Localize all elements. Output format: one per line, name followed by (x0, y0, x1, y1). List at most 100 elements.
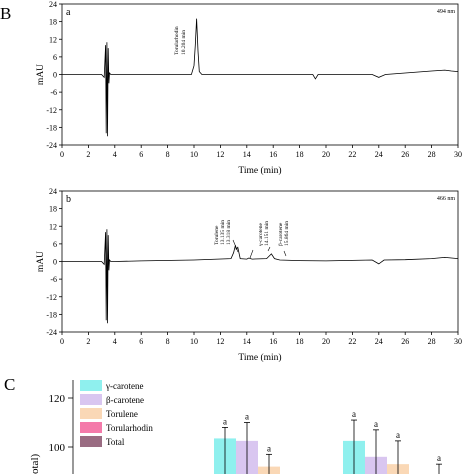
x-tick-label: 0 (60, 150, 64, 159)
annotation-b-gamma: γ-carotene (258, 223, 264, 247)
x-tick-label: 18 (296, 150, 304, 159)
x-ticks-a: 0 2 4 6 8 10 12 14 16 18 20 22 24 26 28 30 (60, 145, 462, 159)
y-tick-label: -6 (50, 88, 57, 97)
y-tick-label: 120 (49, 393, 66, 405)
x-tick-label: 14 (243, 337, 251, 346)
legend-swatch (80, 380, 102, 391)
y-tick-label: 24 (49, 187, 57, 196)
x-tick-label: 4 (113, 337, 117, 346)
x-tick-label: 12 (216, 150, 224, 159)
y-tick-label: 100 (49, 442, 66, 454)
y-tick-label: -12 (46, 293, 57, 302)
y-tick-label: 18 (49, 205, 57, 214)
x-axis-label-b: Time (min) (238, 352, 281, 363)
legend-label: β-carotene (106, 395, 144, 405)
legend-label: Torularhodin (106, 423, 153, 433)
y-tick-label: -12 (46, 106, 57, 115)
x-tick-label: 6 (139, 150, 143, 159)
y-tick-label: 6 (53, 53, 57, 62)
significance-letter: a (267, 443, 271, 453)
chromatogram-a: a 494 nm mAU Time (min) 0 2 4 6 8 10 12 14 16 18 2… (36, 0, 462, 176)
bars-c: a a a a a a a (214, 409, 442, 474)
x-tick-label: 4 (113, 150, 117, 159)
trace-line-a (62, 18, 459, 137)
x-tick-label: 20 (322, 337, 330, 346)
y-tick-label: 12 (49, 35, 57, 44)
significance-letter: a (223, 416, 227, 426)
annotation-b-torulene: Torulene (214, 225, 220, 245)
trace-line-b (62, 229, 459, 324)
significance-letter: a (245, 412, 249, 422)
panel-letter-C: C (4, 375, 15, 394)
x-tick-label: 26 (401, 150, 409, 159)
x-tick-label: 28 (428, 150, 436, 159)
y-axis-label-c: otal) (29, 454, 41, 474)
x-tick-label: 6 (139, 337, 143, 346)
chromatogram-b: b 466 nm mAU Time (min) 0 2 4 6 8 10 12 14 16 18 2… (36, 187, 462, 363)
legend-c: γ-carotene β-carotene Torulene Torularhodin… (80, 380, 153, 447)
y-ticks-c: 100 120 (49, 393, 73, 454)
y-tick-label: 24 (49, 0, 57, 9)
x-tick-label: 24 (375, 337, 383, 346)
x-tick-label: 10 (190, 150, 198, 159)
x-tick-label: 22 (348, 337, 356, 346)
annotation-b-leader-lines (232, 239, 287, 259)
legend-swatch (80, 436, 102, 447)
x-tick-label: 20 (322, 150, 330, 159)
x-tick-label: 2 (86, 150, 90, 159)
y-ticks-a: -24 -18 -12 -6 0 6 12 18 24 (46, 0, 62, 150)
x-tick-label: 12 (216, 337, 224, 346)
y-tick-label: 6 (53, 240, 57, 249)
subpanel-label-a: a (66, 7, 71, 18)
bar-chart-c: 100 120 otal) a a a a a a a γ-carotene β-caroten… (29, 380, 442, 474)
legend-label: Total (106, 437, 125, 447)
x-tick-label: 16 (269, 150, 277, 159)
annotation-b-beta: β-carotene (278, 222, 284, 246)
y-tick-label: -18 (46, 310, 57, 319)
y-tick-label: -6 (50, 275, 57, 284)
significance-letter: a (396, 430, 400, 440)
y-ticks-b: -24 -18 -12 -6 0 6 12 18 24 (46, 187, 62, 337)
x-tick-label: 24 (375, 150, 383, 159)
annotation-b-torulene-time2: 13.318 min (226, 220, 232, 245)
annotation-b-beta-time: 15.864 min (284, 221, 290, 246)
x-axis-label-a: Time (min) (238, 165, 281, 176)
peak-annotation-a-name: Torularhodin (174, 26, 180, 55)
significance-letter: a (352, 409, 356, 419)
significance-letter: a (437, 453, 441, 463)
legend-label: γ-carotene (105, 381, 143, 391)
x-tick-label: 28 (428, 337, 436, 346)
significance-letter: a (374, 419, 378, 429)
legend-swatch (80, 422, 102, 433)
y-axis-label-b: mAU (36, 251, 46, 272)
x-tick-label: 18 (296, 337, 304, 346)
y-tick-label: -24 (46, 328, 57, 337)
y-tick-label: -18 (46, 123, 57, 132)
annotation-b-torulene-time1: 13.135 min (220, 220, 226, 245)
legend-swatch (80, 394, 102, 405)
y-tick-label: 0 (53, 71, 57, 80)
y-axis-label-a: mAU (36, 64, 46, 85)
y-tick-label: 18 (49, 18, 57, 27)
x-tick-label: 30 (454, 150, 462, 159)
x-tick-label: 8 (166, 337, 170, 346)
x-ticks-b: 0 2 4 6 8 10 12 14 16 18 20 22 24 26 28 30 (60, 332, 462, 346)
legend-label: Torulene (106, 409, 138, 419)
peak-annotation-a-time: 10.204 min (181, 30, 187, 55)
panel-letter-B: B (0, 4, 11, 23)
annotation-b-gamma-time: 14.151 min (264, 221, 270, 246)
x-tick-label: 30 (454, 337, 462, 346)
x-tick-label: 2 (86, 337, 90, 346)
x-tick-label: 10 (190, 337, 198, 346)
y-tick-label: 12 (49, 222, 57, 231)
y-tick-label: -24 (46, 141, 57, 150)
x-tick-label: 8 (166, 150, 170, 159)
x-tick-label: 22 (348, 150, 356, 159)
y-tick-label: 0 (53, 258, 57, 267)
legend-swatch (80, 408, 102, 419)
wavelength-label-a: 494 nm (437, 9, 456, 15)
x-tick-label: 16 (269, 337, 277, 346)
subpanel-label-b: b (66, 194, 71, 205)
x-tick-label: 14 (243, 150, 251, 159)
